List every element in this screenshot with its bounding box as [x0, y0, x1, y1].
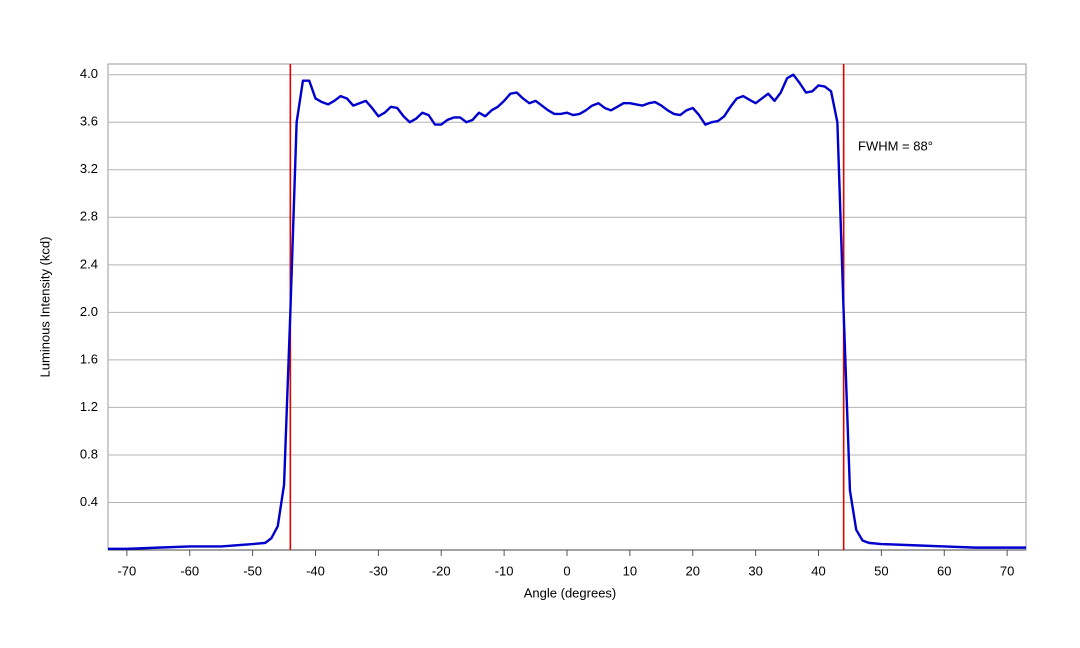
- y-tick-label: 2.8: [80, 209, 98, 224]
- x-tick-label: -60: [180, 563, 199, 578]
- x-tick-label: -70: [117, 563, 136, 578]
- y-tick-label: 2.0: [80, 304, 98, 319]
- annotation: FWHM = 88°: [858, 138, 933, 153]
- series-line: [108, 73, 1026, 551]
- y-tick-label: 2.4: [80, 256, 98, 271]
- x-tick-label: -50: [243, 563, 262, 578]
- x-tick-label: 10: [623, 563, 637, 578]
- y-tick-label: 3.6: [80, 114, 98, 129]
- y-tick-label: 0.8: [80, 446, 98, 461]
- x-tick-label: -30: [369, 563, 388, 578]
- x-tick-label: 0: [563, 563, 570, 578]
- x-axis-label: Angle (degrees): [524, 585, 617, 600]
- x-tick-label: 40: [811, 563, 825, 578]
- x-tick-label: -40: [306, 563, 325, 578]
- y-tick-label: 0.4: [80, 494, 98, 509]
- x-tick-label: 20: [686, 563, 700, 578]
- y-tick-label: 3.2: [80, 161, 98, 176]
- y-tick-label: 1.6: [80, 351, 98, 366]
- x-tick-label: 30: [748, 563, 762, 578]
- y-tick-label: 1.2: [80, 399, 98, 414]
- x-tick-label: 70: [1000, 563, 1014, 578]
- x-tick-label: -10: [495, 563, 514, 578]
- x-tick-label: -20: [432, 563, 451, 578]
- x-tick-label: 60: [937, 563, 951, 578]
- x-tick-label: 50: [874, 563, 888, 578]
- y-axis-label: Luminous Intensity (kcd): [37, 237, 52, 378]
- y-tick-label: 4.0: [80, 66, 98, 81]
